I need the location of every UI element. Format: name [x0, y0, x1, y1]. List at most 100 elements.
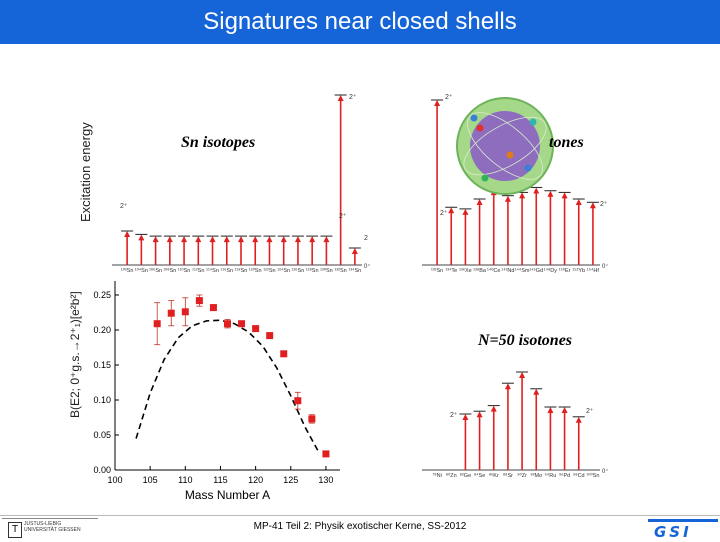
- sn-arrowhead: [223, 236, 230, 243]
- n82-arrowhead: [589, 202, 596, 209]
- gsi-logo-text: GSI: [654, 523, 692, 541]
- data-point: [308, 415, 316, 423]
- data-point: [280, 350, 288, 358]
- n50-isotope-label: ⁹⁰Zr: [517, 472, 527, 479]
- data-point: [252, 325, 260, 333]
- x-tick-label: 115: [213, 475, 227, 485]
- particle-icon: [529, 118, 537, 126]
- particle-icon: [476, 124, 484, 132]
- x-tick-label: 110: [178, 475, 192, 485]
- data-point: [209, 304, 217, 312]
- x-tick-label: 105: [143, 475, 158, 485]
- x-tick-label: 100: [107, 475, 122, 485]
- n50-level-label: 2⁺: [586, 408, 594, 415]
- sn-isotope-label: ¹²⁰Sn: [249, 267, 262, 274]
- sn-arrowhead: [294, 236, 301, 243]
- university-logo: T JUSTUS-LIEBIG UNIVERSITÄT GIESSEN: [2, 518, 98, 538]
- sn-level-label: 2⁺: [349, 94, 357, 101]
- data-point: [266, 332, 274, 340]
- theory-curve: [135, 319, 320, 453]
- data-point: [167, 309, 175, 317]
- sn-arrowhead: [209, 236, 216, 243]
- sn-isotope-label: ¹²⁸Sn: [306, 267, 319, 274]
- n82-isotope-label: ¹⁵⁰Er: [559, 267, 571, 274]
- chart-ylabel: B(E2; 0⁺g.s.→2⁺₁)[e²b²]: [68, 291, 82, 418]
- n50-isotope-label: ⁸⁰Zn: [446, 472, 457, 479]
- nucleus-core-icon: [470, 111, 540, 181]
- particle-icon: [470, 114, 478, 122]
- n50-arrowhead: [533, 388, 540, 395]
- sn-isotope-label: ¹³⁰Sn: [320, 267, 333, 274]
- sn-arrowhead: [166, 236, 173, 243]
- footer-text: MP-41 Teil 2: Physik exotischer Kerne, S…: [253, 521, 467, 532]
- n82-level-label: 2⁺: [445, 94, 453, 101]
- y-tick-label: 0.05: [93, 430, 111, 440]
- n82-arrowhead: [462, 208, 469, 215]
- n82-isotope-label: ¹³⁶Xe: [459, 267, 472, 274]
- sn-arrowhead: [238, 236, 244, 243]
- n82-isotope-label: ¹³⁴Te: [445, 267, 457, 274]
- n50-isotope-label: ⁹⁸Cd: [573, 472, 585, 479]
- n82-arrowhead: [575, 199, 582, 205]
- n82-isotope-label: ¹⁴⁰Ce: [487, 267, 500, 274]
- sn-isotope-label: ¹⁰⁸Sn: [163, 267, 176, 274]
- y-tick-label: 0.25: [93, 290, 111, 300]
- n82-arrowhead: [533, 187, 540, 194]
- particle-icon: [481, 174, 489, 182]
- x-axis-label: Mass Number A: [185, 488, 270, 502]
- orbit-icon: [467, 112, 543, 180]
- n82-arrowhead: [448, 207, 455, 214]
- sn-arrowhead: [181, 236, 188, 243]
- n50-isotope-label: ⁷⁸Ni: [432, 472, 442, 479]
- n50-isotones-label: N=50 isotones: [478, 332, 573, 349]
- level-schemes: 0⁺ ¹⁰²Sn ¹⁰⁴Sn ¹⁰⁶Sn ¹⁰⁸Sn ¹¹⁰Sn ¹¹²Sn ¹¹⁴Sn ¹¹⁶…: [112, 94, 609, 479]
- sn-zero-plus-label: 0⁺: [364, 263, 371, 270]
- n82-isotope-label: ¹⁵²Yb: [572, 267, 585, 274]
- gsi-logo: GSI: [648, 519, 718, 542]
- sn-isotope-label: ¹⁰²Sn: [121, 267, 134, 274]
- n50-arrowhead: [575, 416, 582, 423]
- n50-arrowhead: [462, 414, 469, 420]
- sn-arrowhead: [195, 236, 202, 243]
- sn-level-label: 2⁺: [120, 203, 128, 210]
- footer-divider: [0, 515, 720, 516]
- n82-isotope-label: ¹³⁸Ba: [473, 267, 487, 274]
- sn-isotope-label: ¹³⁴Sn: [348, 267, 361, 274]
- particle-icon: [524, 164, 532, 172]
- n50-isotope-label: ⁸⁸Sr: [503, 472, 513, 479]
- sn-isotope-label: ¹⁰⁶Sn: [149, 267, 162, 274]
- sn-arrowhead: [337, 95, 344, 101]
- n82-level-label: 2⁺: [440, 210, 448, 217]
- logo-icon: T: [8, 522, 22, 538]
- sn-isotope-label: ¹¹⁰Sn: [178, 267, 191, 274]
- n50-isotope-label: ¹⁰⁰Sn: [586, 472, 599, 479]
- data-point: [195, 297, 203, 305]
- n82-isotope-label: ¹⁵⁴Hf: [587, 267, 599, 274]
- n50-zero-plus-label: 0⁺: [602, 468, 609, 475]
- n82-isotope-label: ¹⁴⁸Dy: [544, 267, 557, 274]
- n50-arrowhead: [547, 407, 554, 413]
- data-point: [224, 320, 231, 328]
- n50-arrowhead: [504, 383, 511, 390]
- n82-isotope-label: ¹⁴⁴Sm: [515, 267, 530, 274]
- n50-arrowhead: [519, 372, 526, 378]
- sn-level-label: 2: [364, 235, 368, 242]
- n50-arrowhead: [490, 405, 497, 412]
- n50-isotope-label: ⁸⁶Kr: [489, 472, 499, 479]
- university-name: JUSTUS-LIEBIG UNIVERSITÄT GIESSEN: [24, 521, 81, 533]
- n82-arrowhead: [476, 199, 483, 205]
- sn-isotope-label: ¹¹²Sn: [192, 268, 204, 274]
- n50-isotope-label: ⁸⁴Se: [474, 472, 485, 479]
- slide-title: Signatures near closed shells: [203, 8, 517, 35]
- sn-isotope-label: ¹⁰⁴Sn: [135, 267, 148, 274]
- sn-isotope-label: ¹¹⁸Sn: [235, 267, 248, 274]
- sn-arrowhead: [252, 236, 259, 243]
- n82-isotope-label: ¹⁴²Nd: [501, 267, 514, 274]
- y-tick-label: 0.10: [93, 395, 111, 405]
- sn-arrowhead: [138, 234, 145, 241]
- data-point: [322, 450, 330, 458]
- data-point: [294, 397, 302, 405]
- sn-isotope-label: ¹¹⁴Sn: [206, 267, 219, 274]
- sn-arrowhead: [323, 236, 330, 243]
- sn-isotope-label: ¹³²Sn: [335, 268, 347, 274]
